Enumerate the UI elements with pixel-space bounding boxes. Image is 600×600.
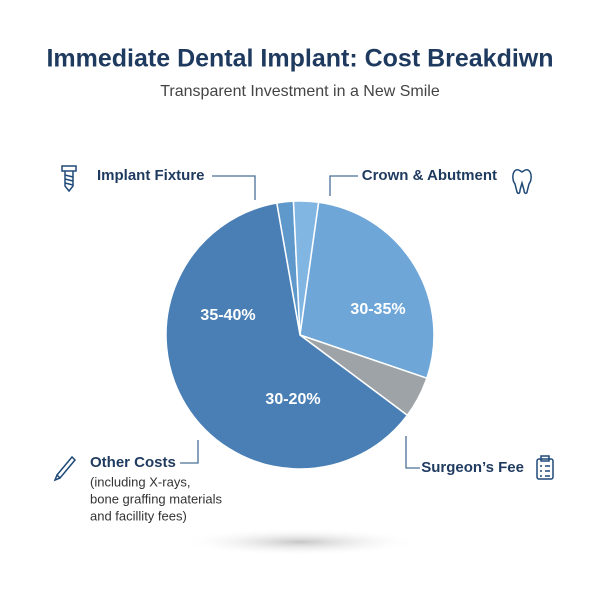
callout-label: Surgeon’s Fee xyxy=(421,459,524,476)
slice-label: 30-35% xyxy=(350,301,405,318)
callout-note: and facillity fees) xyxy=(90,508,187,523)
screw-icon xyxy=(61,165,77,193)
leader-line xyxy=(405,436,420,469)
leader-line xyxy=(329,175,358,196)
pie xyxy=(165,200,435,470)
callout-label: Other Costs xyxy=(90,454,176,471)
callout-note: bone graffing materials xyxy=(90,491,223,506)
pie-slice xyxy=(299,201,435,380)
slice-label: 30-20% xyxy=(265,391,320,408)
tooth-icon xyxy=(512,169,532,195)
chart-subtitle: Transparent Investment in a New Smile xyxy=(160,83,440,100)
leader-line xyxy=(180,440,199,464)
scalpel-icon xyxy=(53,455,77,482)
callout-label: Implant Fixture xyxy=(97,167,205,184)
shadow xyxy=(180,528,420,556)
slice-label: 35-40% xyxy=(200,307,255,324)
leader-line xyxy=(212,175,256,200)
callout-note: (including X-rays, xyxy=(90,474,190,489)
callout-label: Crown & Abutment xyxy=(362,167,497,184)
pie-slice xyxy=(165,202,409,470)
chart-title: Immediate Dental Implant: Cost Breakdiwn xyxy=(46,45,553,73)
clipboard-icon xyxy=(536,455,554,480)
